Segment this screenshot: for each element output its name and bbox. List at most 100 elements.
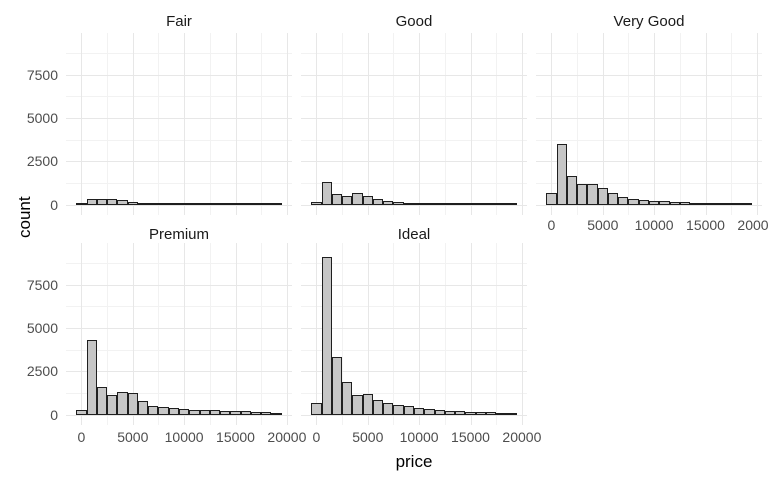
histogram-bar-ideal — [465, 411, 476, 415]
histogram-bar-good — [331, 193, 343, 205]
histogram-bar-fair — [250, 202, 262, 205]
y-tick-label: 5000 — [26, 319, 58, 336]
histogram-bar-premium — [250, 411, 262, 415]
gridline-minor-v — [107, 243, 109, 425]
histogram-bar-good — [372, 199, 384, 205]
facet-strip-ideal: Ideal — [397, 226, 431, 243]
gridline-major-h — [66, 74, 292, 76]
x-tick-label: 0 — [312, 429, 321, 445]
histogram-bar-very-good — [731, 202, 742, 205]
gridline-minor-h — [301, 349, 527, 351]
gridline-major-v — [235, 243, 237, 425]
histogram-bar-ideal — [331, 356, 343, 415]
gridline-major-h — [66, 117, 292, 119]
gridline-major-v — [286, 33, 288, 215]
gridline-minor-v — [261, 243, 263, 425]
histogram-bar-fair — [271, 202, 282, 205]
histogram-bar-very-good — [546, 193, 557, 205]
histogram-bar-premium — [148, 405, 159, 415]
gridline-major-v — [419, 33, 421, 215]
facet-strip-fair: Fair — [166, 13, 192, 30]
gridline-minor-v — [261, 33, 263, 215]
histogram-bar-very-good — [679, 202, 691, 205]
histogram-bar-ideal — [311, 403, 322, 415]
histogram-bar-good — [414, 202, 425, 205]
histogram-bar-very-good — [587, 183, 598, 205]
histogram-bar-ideal — [342, 381, 353, 415]
gridline-major-h — [66, 284, 292, 286]
gridline-minor-h — [66, 182, 292, 184]
gridline-major-v — [367, 33, 369, 215]
y-tick-label: 0 — [50, 406, 58, 423]
histogram-bar-ideal — [352, 394, 363, 415]
gridline-minor-v — [342, 243, 344, 425]
histogram-bar-ideal — [506, 412, 517, 415]
histogram-bar-ideal — [372, 400, 384, 415]
histogram-bar-very-good — [649, 200, 660, 205]
gridline-minor-h — [66, 392, 292, 394]
gridline-major-h — [66, 204, 292, 206]
gridline-major-h — [536, 74, 762, 76]
x-tick-label: 0 — [547, 217, 556, 233]
histogram-bar-fair — [168, 202, 179, 205]
histogram-bar-premium — [96, 386, 108, 415]
y-tick-label: 5000 — [26, 109, 58, 126]
gridline-minor-h — [66, 139, 292, 141]
gridline-major-v — [132, 33, 134, 215]
gridline-major-h — [536, 161, 762, 163]
gridline-minor-v — [628, 33, 630, 215]
histogram-bar-very-good — [566, 176, 578, 205]
histogram-bar-fair — [158, 202, 169, 205]
histogram-bar-fair — [76, 202, 87, 205]
gridline-major-h — [536, 117, 762, 119]
x-tick-label: 20000 — [737, 217, 768, 233]
histogram-bar-very-good — [690, 202, 701, 205]
histogram-bar-fair — [209, 202, 221, 205]
histogram-bar-ideal — [455, 411, 466, 415]
histogram-bar-premium — [199, 409, 210, 415]
histogram-bar-fair — [96, 199, 108, 205]
histogram-bar-ideal — [383, 403, 394, 415]
x-tick-label: 20000 — [267, 429, 307, 445]
x-tick-label: 10000 — [634, 217, 674, 233]
gridline-minor-h — [66, 262, 292, 264]
y-tick-label: 0 — [50, 196, 58, 213]
gridline-major-v — [470, 33, 472, 215]
histogram-bar-good — [455, 202, 466, 205]
facet-panel-fair — [66, 33, 292, 215]
gridline-minor-v — [496, 243, 498, 425]
facet-panel-premium — [66, 243, 292, 425]
histogram-bar-ideal — [434, 409, 445, 415]
gridline-major-h — [301, 371, 527, 373]
gridline-major-v — [286, 243, 288, 425]
gridline-minor-h — [66, 96, 292, 98]
histogram-bar-very-good — [741, 202, 752, 205]
histogram-bar-ideal — [403, 406, 414, 415]
histogram-bar-premium — [86, 340, 97, 415]
histogram-bar-premium — [158, 407, 169, 415]
histogram-bar-good — [311, 201, 322, 205]
gridline-major-v — [521, 33, 523, 215]
histogram-bar-premium — [179, 409, 190, 415]
histogram-bar-good — [393, 202, 404, 205]
gridline-minor-v — [496, 33, 498, 215]
histogram-bar-premium — [168, 408, 179, 415]
gridline-major-v — [602, 33, 604, 215]
gridline-major-v — [551, 33, 553, 215]
x-tick-label: 5000 — [587, 217, 619, 233]
histogram-bar-ideal — [496, 412, 507, 415]
histogram-bar-good — [362, 196, 373, 205]
histogram-bar-very-good — [618, 197, 629, 205]
histogram-bar-fair — [230, 202, 241, 205]
histogram-bar-premium — [117, 392, 128, 415]
histogram-bar-very-good — [669, 201, 680, 205]
gridline-minor-h — [301, 392, 527, 394]
gridline-major-h — [66, 371, 292, 373]
histogram-bar-ideal — [393, 404, 404, 415]
histogram-bar-premium — [137, 400, 149, 415]
gridline-minor-v — [107, 33, 109, 215]
gridline-major-h — [301, 161, 527, 163]
histogram-bar-premium — [261, 412, 272, 415]
gridline-major-v — [756, 33, 758, 215]
